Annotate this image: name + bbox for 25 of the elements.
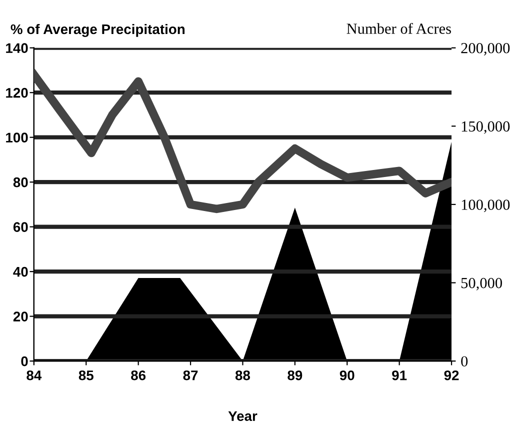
- x-tick-label: 86: [131, 370, 146, 380]
- y2-tick-label: 200,000: [461, 42, 510, 56]
- x-tick-label: 92: [444, 370, 459, 380]
- x-tick-label: 88: [235, 370, 250, 380]
- y-tick-label: 60: [13, 222, 28, 232]
- y-tick-label: 40: [13, 266, 28, 277]
- x-tick-label: 85: [78, 370, 94, 380]
- y-tick-label: 140: [6, 43, 28, 54]
- x-tick-label: 87: [183, 370, 198, 380]
- y2-tick-label: 0: [461, 356, 468, 366]
- y2-tick-label: 50,000: [461, 278, 502, 290]
- y-axis-title: % of Average Precipitation: [10, 24, 185, 37]
- y-tick-label: 120: [6, 88, 28, 98]
- y2-axis-title: Number of Acres: [346, 22, 451, 34]
- y2-tick-label: 150,000: [462, 121, 510, 134]
- x-tick-label: 89: [288, 370, 302, 380]
- y-tick-label: 100: [6, 132, 28, 143]
- y-tick-label: 0: [21, 356, 28, 366]
- x-tick-label: 91: [392, 370, 407, 380]
- y2-tick-label: 100,000: [462, 200, 510, 212]
- x-tick-label: 84: [26, 370, 42, 380]
- x-axis-title: Year: [228, 411, 258, 422]
- y-tick-label: 80: [13, 177, 28, 188]
- x-tick-label: 90: [340, 370, 354, 380]
- y-tick-label: 20: [13, 312, 28, 322]
